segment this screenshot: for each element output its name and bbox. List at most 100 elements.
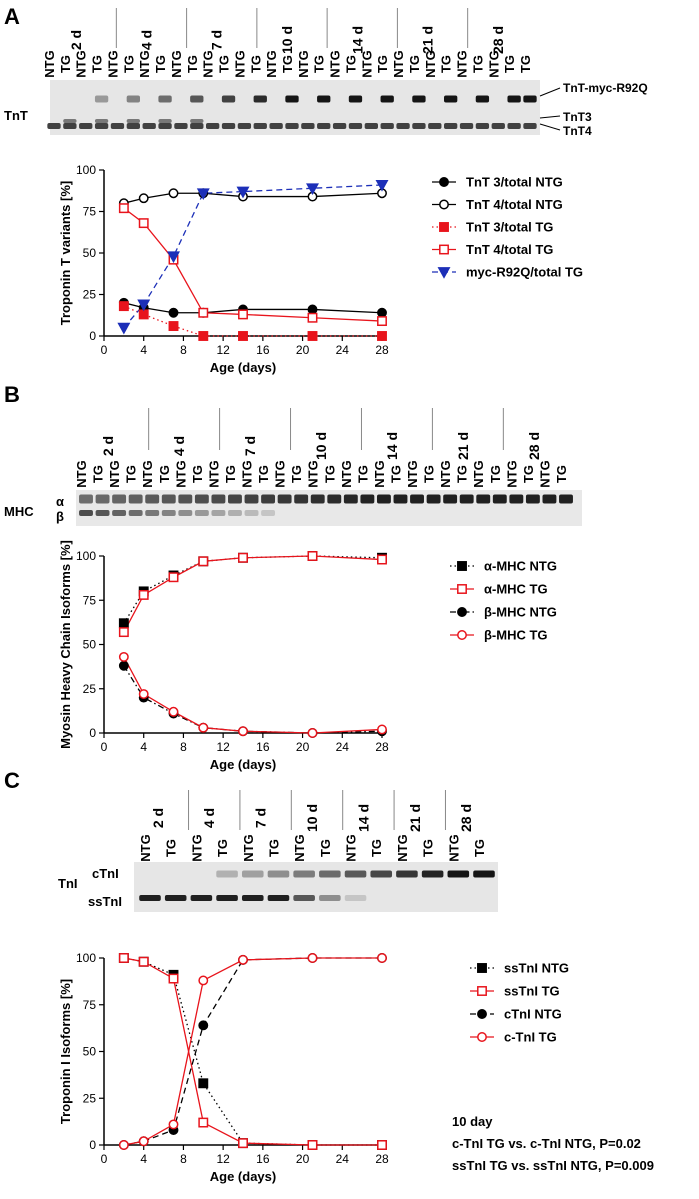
lane-label: NTG (241, 834, 256, 861)
y-tick-label: 0 (89, 726, 96, 740)
data-point (198, 331, 209, 341)
lane-label: TG (256, 465, 271, 483)
y-tick-label: 75 (83, 998, 97, 1012)
data-point (238, 726, 248, 737)
data-point (168, 321, 179, 331)
lane-label: NTG (138, 834, 153, 861)
tni-blot: 2 d 4 d 7 d 10 d 14 d 21 d 28 d NTG TG NTG TG NTG T… (58, 790, 498, 912)
tnt-bands (47, 95, 537, 129)
blot-band (79, 123, 93, 129)
series-line (123, 207, 383, 322)
lane-label: NTG (169, 50, 184, 77)
lane-label: NTG (264, 50, 279, 77)
blot-band (194, 510, 209, 516)
blot-band (293, 895, 315, 901)
blot-band (444, 123, 458, 129)
legend-label: ssTnI TG (504, 984, 560, 999)
blot-band (211, 510, 226, 516)
data-point (198, 722, 209, 733)
data-point (168, 572, 179, 583)
legend-label: β-MHC TG (484, 628, 548, 643)
series-line (123, 302, 383, 314)
data-point (118, 618, 129, 629)
blot-band (95, 494, 110, 504)
series-line (123, 957, 382, 1146)
data-point (377, 724, 387, 735)
tni-day-labels: 2 d 4 d 7 d 10 d 14 d 21 d 28 d (150, 790, 474, 832)
lane-label: TG (407, 55, 422, 73)
data-point (238, 1138, 248, 1149)
legend-label: c-TnI TG (504, 1030, 557, 1045)
tni-row-label: TnI (58, 876, 78, 891)
blot-band (332, 123, 347, 129)
blot-band (190, 123, 204, 129)
blot-band (491, 123, 505, 129)
x-tick-label: 24 (336, 343, 350, 357)
panel-label-a: A (4, 4, 20, 29)
data-point (138, 589, 149, 600)
blot-band (158, 123, 172, 129)
blot-band (139, 895, 161, 901)
blot-band (426, 494, 441, 504)
blot-band (79, 510, 93, 516)
x-tick-label: 0 (101, 740, 108, 754)
blot-band (253, 95, 267, 103)
blot-band (364, 123, 378, 129)
tnt-band-label-tnt3: TnT3 (563, 110, 592, 124)
lane-label: NTG (240, 460, 255, 487)
data-point (196, 188, 210, 200)
lane-label: TG (58, 55, 73, 73)
blot-band (421, 870, 444, 878)
blot-band (476, 494, 491, 504)
data-point (439, 244, 449, 255)
mhc-day-labels: 2 d 4 d 7 d 10 d 14 d 21 d 28 d (100, 408, 542, 460)
data-point (138, 309, 149, 320)
blot-band (112, 510, 127, 516)
blot-band (509, 494, 524, 504)
tnt-band-label-myc: TnT-myc-R92Q (563, 81, 648, 95)
lane-label: TG (121, 55, 136, 73)
panel-label-c: C (4, 768, 20, 793)
blot-band (126, 119, 140, 123)
data-point (437, 267, 451, 279)
blot-band (142, 123, 156, 129)
blot-band (319, 870, 341, 878)
mhc-chart: 0 4 8 12 16 20 24 28 0 25 50 75 100 Age (days) Myosin … (58, 540, 557, 772)
legend-label: TnT 4/total NTG (466, 197, 563, 212)
blot-band (475, 123, 490, 129)
blot-band (475, 95, 490, 103)
lane-label: NTG (471, 460, 486, 487)
y-tick-label: 100 (76, 549, 96, 563)
blot-band (145, 510, 160, 516)
blot-band (319, 895, 341, 901)
lane-label: TG (90, 55, 105, 73)
day-label: 10 d (279, 26, 295, 54)
data-point (307, 1140, 318, 1150)
tnt-band-pointer-myc (539, 87, 561, 97)
data-point (138, 193, 149, 204)
blot-band (145, 494, 160, 504)
blot-band (317, 123, 331, 129)
legend-label: α-MHC TG (484, 582, 548, 597)
blot-band (94, 119, 109, 123)
blot-band (79, 494, 93, 504)
lane-label: TG (318, 839, 333, 857)
lane-label: NTG (74, 50, 89, 77)
data-point (307, 312, 318, 323)
data-point (118, 1140, 129, 1150)
blot-band (542, 494, 557, 504)
day-label: 7 d (242, 436, 258, 456)
blot-band (348, 123, 363, 129)
data-point (198, 975, 209, 986)
data-point (198, 307, 209, 318)
lane-label: TG (502, 55, 517, 73)
day-label: 21 d (407, 804, 423, 832)
tni-bands (139, 870, 495, 901)
blot-band (63, 123, 77, 129)
blot-band (293, 870, 315, 878)
legend-label: β-MHC NTG (484, 605, 557, 620)
legend-label: cTnI NTG (504, 1007, 562, 1022)
blot-band (253, 123, 267, 129)
lane-label: TG (518, 55, 533, 73)
